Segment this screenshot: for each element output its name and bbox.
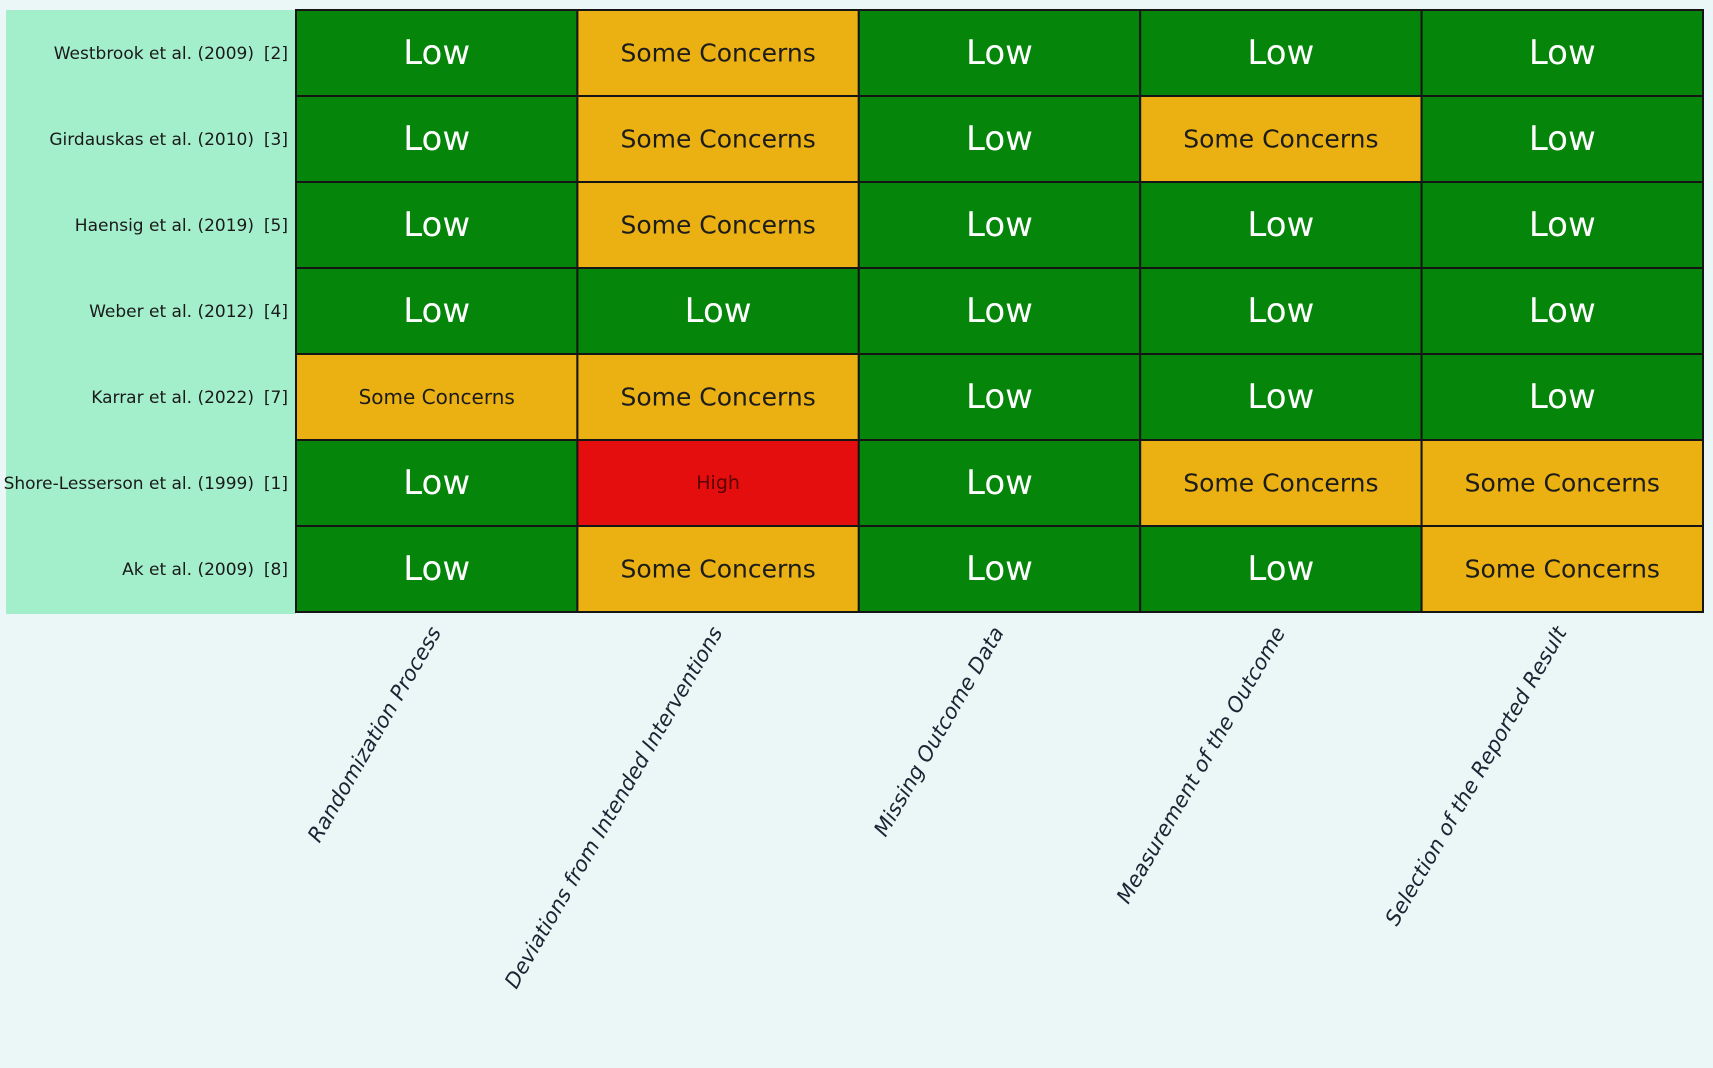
cell-value-weber-et-al-2012-randomization-process: Low xyxy=(403,291,470,331)
cell-haensig-et-al-2019-deviations-from-intended-interventions xyxy=(576,181,860,269)
study-ref-girdauskas-et-al-2010: [3] xyxy=(264,130,288,150)
study-label-girdauskas-et-al-2010: Girdauskas et al. (2010) xyxy=(49,130,254,150)
cell-girdauskas-et-al-2010-selection-of-the-reported-result xyxy=(1420,95,1704,183)
cell-girdauskas-et-al-2010-missing-outcome-data xyxy=(857,95,1142,183)
cell-shore-lesserson-et-al-1999-missing-outcome-data xyxy=(857,439,1142,527)
cell-value-weber-et-al-2012-deviations-from-intended-interventions: Low xyxy=(685,291,752,331)
study-ref-westbrook-et-al-2009: [2] xyxy=(264,44,288,64)
cell-value-westbrook-et-al-2009-selection-of-the-reported-result: Low xyxy=(1529,33,1596,73)
study-labels: Westbrook et al. (2009) [2] Girdauskas et … xyxy=(4,44,288,580)
cell-value-karrar-et-al-2022-missing-outcome-data: Low xyxy=(966,377,1033,417)
cell-karrar-et-al-2022-missing-outcome-data xyxy=(857,353,1142,441)
cell-value-shore-lesserson-et-al-1999-deviations-from-intended-interventions: High xyxy=(696,472,740,494)
cell-ak-et-al-2009-missing-outcome-data xyxy=(857,525,1142,613)
study-ref-ak-et-al-2009: [8] xyxy=(264,560,288,580)
cell-value-westbrook-et-al-2009-randomization-process: Low xyxy=(403,33,470,73)
cell-shore-lesserson-et-al-1999-randomization-process xyxy=(295,439,579,527)
cell-value-karrar-et-al-2022-selection-of-the-reported-result: Low xyxy=(1529,377,1596,417)
cell-value-girdauskas-et-al-2010-measurement-of-the-outcome: Some Concerns xyxy=(1183,125,1378,154)
cell-haensig-et-al-2019-selection-of-the-reported-result xyxy=(1420,181,1704,269)
cell-value-weber-et-al-2012-missing-outcome-data: Low xyxy=(966,291,1033,331)
cell-value-karrar-et-al-2022-deviations-from-intended-interventions: Some Concerns xyxy=(620,383,815,412)
cell-value-haensig-et-al-2019-measurement-of-the-outcome: Low xyxy=(1247,205,1314,245)
cell-value-ak-et-al-2009-measurement-of-the-outcome: Low xyxy=(1247,549,1314,589)
heatmap-cells: Low Some Concerns Low Low Low Low Some Concern… xyxy=(295,9,1704,613)
cell-westbrook-et-al-2009-selection-of-the-reported-result xyxy=(1420,9,1704,97)
cell-ak-et-al-2009-measurement-of-the-outcome xyxy=(1139,525,1423,613)
study-label-karrar-et-al-2022: Karrar et al. (2022) xyxy=(91,388,254,408)
cell-value-haensig-et-al-2019-deviations-from-intended-interventions: Some Concerns xyxy=(620,211,815,240)
cell-value-girdauskas-et-al-2010-selection-of-the-reported-result: Low xyxy=(1529,119,1596,159)
cell-value-girdauskas-et-al-2010-randomization-process: Low xyxy=(403,119,470,159)
cell-value-ak-et-al-2009-randomization-process: Low xyxy=(403,549,470,589)
cell-ak-et-al-2009-selection-of-the-reported-result xyxy=(1420,525,1704,613)
cell-ak-et-al-2009-deviations-from-intended-interventions xyxy=(576,525,860,613)
cell-value-westbrook-et-al-2009-deviations-from-intended-interventions: Some Concerns xyxy=(620,39,815,68)
cell-ak-et-al-2009-randomization-process xyxy=(295,525,579,613)
cell-value-shore-lesserson-et-al-1999-measurement-of-the-outcome: Some Concerns xyxy=(1183,469,1378,498)
cell-value-haensig-et-al-2019-selection-of-the-reported-result: Low xyxy=(1529,205,1596,245)
cell-shore-lesserson-et-al-1999-selection-of-the-reported-result xyxy=(1420,439,1704,527)
cell-value-ak-et-al-2009-missing-outcome-data: Low xyxy=(966,549,1033,589)
cell-value-ak-et-al-2009-deviations-from-intended-interventions: Some Concerns xyxy=(620,555,815,584)
cell-haensig-et-al-2019-missing-outcome-data xyxy=(857,181,1142,269)
study-label-ak-et-al-2009: Ak et al. (2009) xyxy=(122,560,254,580)
cell-weber-et-al-2012-deviations-from-intended-interventions xyxy=(576,267,860,355)
cell-girdauskas-et-al-2010-deviations-from-intended-interventions xyxy=(576,95,860,183)
study-label-westbrook-et-al-2009: Westbrook et al. (2009) xyxy=(54,44,254,64)
cell-haensig-et-al-2019-randomization-process xyxy=(295,181,579,269)
study-ref-haensig-et-al-2019: [5] xyxy=(264,216,288,236)
cell-value-weber-et-al-2012-selection-of-the-reported-result: Low xyxy=(1529,291,1596,331)
cell-value-haensig-et-al-2019-randomization-process: Low xyxy=(403,205,470,245)
study-ref-karrar-et-al-2022: [7] xyxy=(264,388,288,408)
study-ref-shore-lesserson-et-al-1999: [1] xyxy=(264,474,288,494)
study-label-panel xyxy=(6,10,296,614)
cell-value-girdauskas-et-al-2010-missing-outcome-data: Low xyxy=(966,119,1033,159)
cell-value-shore-lesserson-et-al-1999-randomization-process: Low xyxy=(403,463,470,503)
cell-girdauskas-et-al-2010-randomization-process xyxy=(295,95,579,183)
cell-westbrook-et-al-2009-measurement-of-the-outcome xyxy=(1139,9,1423,97)
cell-value-karrar-et-al-2022-measurement-of-the-outcome: Low xyxy=(1247,377,1314,417)
cell-value-westbrook-et-al-2009-measurement-of-the-outcome: Low xyxy=(1247,33,1314,73)
cell-value-weber-et-al-2012-measurement-of-the-outcome: Low xyxy=(1247,291,1314,331)
cell-shore-lesserson-et-al-1999-deviations-from-intended-interventions xyxy=(576,439,860,527)
study-ref-weber-et-al-2012: [4] xyxy=(264,302,288,322)
study-label-weber-et-al-2012: Weber et al. (2012) xyxy=(89,302,254,322)
cell-value-shore-lesserson-et-al-1999-missing-outcome-data: Low xyxy=(966,463,1033,503)
cell-value-shore-lesserson-et-al-1999-selection-of-the-reported-result: Some Concerns xyxy=(1465,469,1660,498)
cell-value-haensig-et-al-2019-missing-outcome-data: Low xyxy=(966,205,1033,245)
cell-karrar-et-al-2022-randomization-process xyxy=(295,353,579,441)
study-label-haensig-et-al-2019: Haensig et al. (2019) xyxy=(75,216,254,236)
cell-weber-et-al-2012-missing-outcome-data xyxy=(857,267,1142,355)
cell-value-westbrook-et-al-2009-missing-outcome-data: Low xyxy=(966,33,1033,73)
cell-karrar-et-al-2022-selection-of-the-reported-result xyxy=(1420,353,1704,441)
study-label-shore-lesserson-et-al-1999: Shore-Lesserson et al. (1999) xyxy=(4,474,254,494)
cell-value-ak-et-al-2009-selection-of-the-reported-result: Some Concerns xyxy=(1465,555,1660,584)
cell-haensig-et-al-2019-measurement-of-the-outcome xyxy=(1139,181,1423,269)
cell-weber-et-al-2012-selection-of-the-reported-result xyxy=(1420,267,1704,355)
cell-value-girdauskas-et-al-2010-deviations-from-intended-interventions: Some Concerns xyxy=(620,125,815,154)
cell-value-karrar-et-al-2022-randomization-process: Some Concerns xyxy=(359,385,515,409)
cell-karrar-et-al-2022-measurement-of-the-outcome xyxy=(1139,353,1423,441)
